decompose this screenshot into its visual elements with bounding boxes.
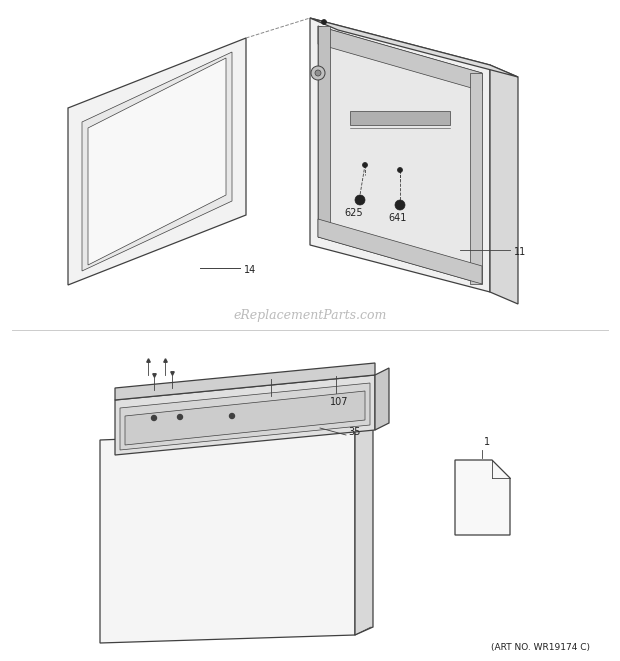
Polygon shape	[318, 26, 482, 284]
Polygon shape	[88, 58, 226, 265]
Polygon shape	[125, 391, 365, 445]
Polygon shape	[100, 430, 355, 643]
Circle shape	[395, 200, 405, 210]
Circle shape	[322, 20, 327, 24]
Polygon shape	[68, 38, 246, 285]
Polygon shape	[82, 52, 232, 271]
Polygon shape	[355, 422, 373, 635]
Circle shape	[177, 414, 182, 420]
Text: (ART NO. WR19174 C): (ART NO. WR19174 C)	[491, 643, 590, 652]
Text: 641: 641	[389, 213, 407, 223]
Circle shape	[397, 167, 402, 173]
Circle shape	[151, 416, 156, 420]
Circle shape	[315, 70, 321, 76]
Polygon shape	[318, 26, 330, 237]
Text: eReplacementParts.com: eReplacementParts.com	[233, 309, 387, 322]
Polygon shape	[115, 375, 375, 455]
Polygon shape	[310, 18, 490, 292]
Polygon shape	[318, 219, 482, 284]
Polygon shape	[375, 368, 389, 430]
Polygon shape	[120, 383, 370, 450]
Text: 107: 107	[330, 397, 348, 407]
Polygon shape	[455, 460, 510, 535]
Text: 1: 1	[484, 437, 490, 447]
Circle shape	[363, 163, 368, 167]
Polygon shape	[490, 65, 518, 304]
Circle shape	[355, 195, 365, 205]
Circle shape	[311, 66, 325, 80]
Text: 11: 11	[514, 247, 526, 257]
Text: 35: 35	[348, 427, 360, 437]
Polygon shape	[470, 73, 482, 284]
Text: 14: 14	[244, 265, 256, 275]
Polygon shape	[318, 26, 482, 91]
Circle shape	[229, 414, 234, 418]
Polygon shape	[310, 18, 518, 77]
Text: 625: 625	[345, 208, 363, 218]
Polygon shape	[350, 111, 450, 125]
Polygon shape	[115, 363, 375, 400]
